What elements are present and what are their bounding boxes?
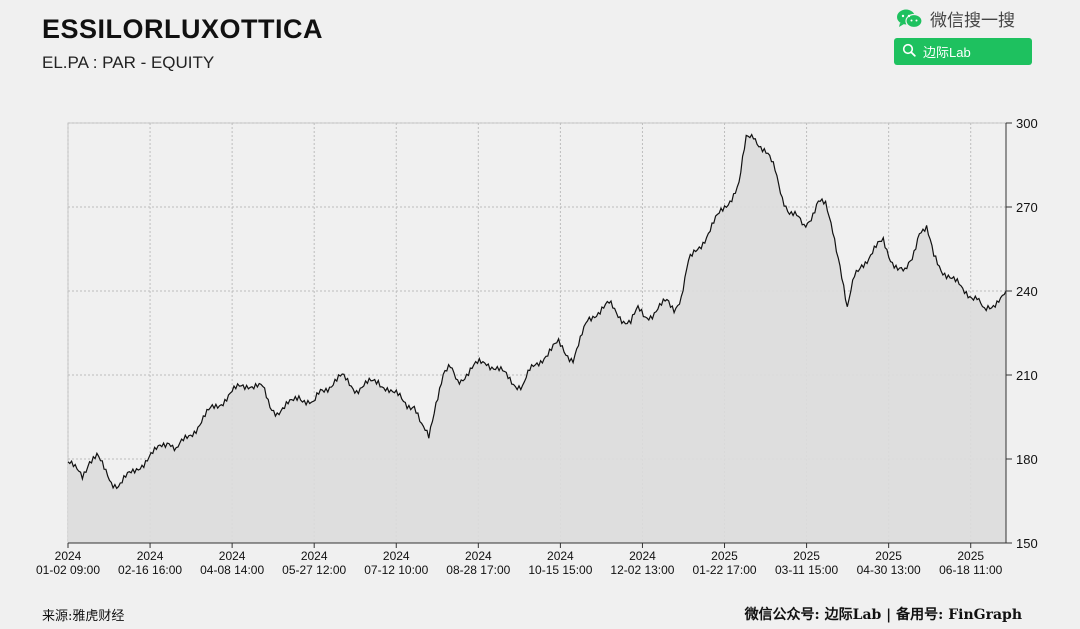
x-tick-year: 2025 bbox=[875, 549, 902, 563]
source-note: 来源:雅虎财经 bbox=[42, 609, 125, 624]
price-line bbox=[67, 133, 1007, 490]
x-tick-date: 05-27 12:00 bbox=[282, 563, 346, 577]
x-tick-year: 2024 bbox=[219, 549, 246, 563]
x-tick-year: 2025 bbox=[957, 549, 984, 563]
x-tick-year: 2025 bbox=[793, 549, 820, 563]
x-tick-year: 2024 bbox=[629, 549, 656, 563]
search-icon bbox=[902, 43, 916, 60]
x-tick-year: 2024 bbox=[55, 549, 82, 563]
y-tick-label: 300 bbox=[1016, 116, 1038, 131]
x-tick-date: 01-22 17:00 bbox=[692, 563, 756, 577]
x-tick-year: 2024 bbox=[383, 549, 410, 563]
x-tick-date: 06-18 11:00 bbox=[939, 563, 1002, 577]
price-area-fill bbox=[68, 134, 1006, 543]
x-tick-year: 2025 bbox=[711, 549, 738, 563]
chart-title: ESSILORLUXOTTICA bbox=[42, 14, 324, 44]
x-tick-date: 01-02 09:00 bbox=[36, 563, 100, 577]
y-tick-label: 210 bbox=[1016, 368, 1038, 383]
x-tick-date: 07-12 10:00 bbox=[364, 563, 428, 577]
x-tick-date: 10-15 15:00 bbox=[528, 563, 592, 577]
wechat-icon bbox=[896, 8, 924, 30]
y-tick-label: 180 bbox=[1016, 452, 1038, 467]
search-button[interactable]: 边际Lab bbox=[894, 38, 1032, 65]
x-tick-date: 08-28 17:00 bbox=[446, 563, 510, 577]
y-tick-label: 240 bbox=[1016, 284, 1038, 299]
x-tick-date: 04-30 13:00 bbox=[857, 563, 921, 577]
x-tick-year: 2024 bbox=[465, 549, 492, 563]
x-tick-date: 12-02 13:00 bbox=[610, 563, 674, 577]
search-label: 边际Lab bbox=[923, 45, 971, 60]
y-tick-label: 270 bbox=[1016, 200, 1038, 215]
x-tick-date: 03-11 15:00 bbox=[775, 563, 838, 577]
credit-note: 微信公众号: 边际Lab | 备用号: FinGraph bbox=[744, 607, 1022, 623]
wechat-brand: 微信搜一搜 bbox=[896, 6, 1015, 31]
x-tick-date: 02-16 16:00 bbox=[118, 563, 182, 577]
x-tick-year: 2024 bbox=[137, 549, 164, 563]
x-tick-year: 2024 bbox=[547, 549, 574, 563]
x-tick-date: 04-08 14:00 bbox=[200, 563, 264, 577]
wechat-brand-label: 微信搜一搜 bbox=[930, 11, 1015, 30]
y-tick-label: 150 bbox=[1016, 536, 1038, 551]
x-tick-year: 2024 bbox=[301, 549, 328, 563]
ticker-subtitle: EL.PA : PAR - EQUITY bbox=[42, 53, 215, 72]
